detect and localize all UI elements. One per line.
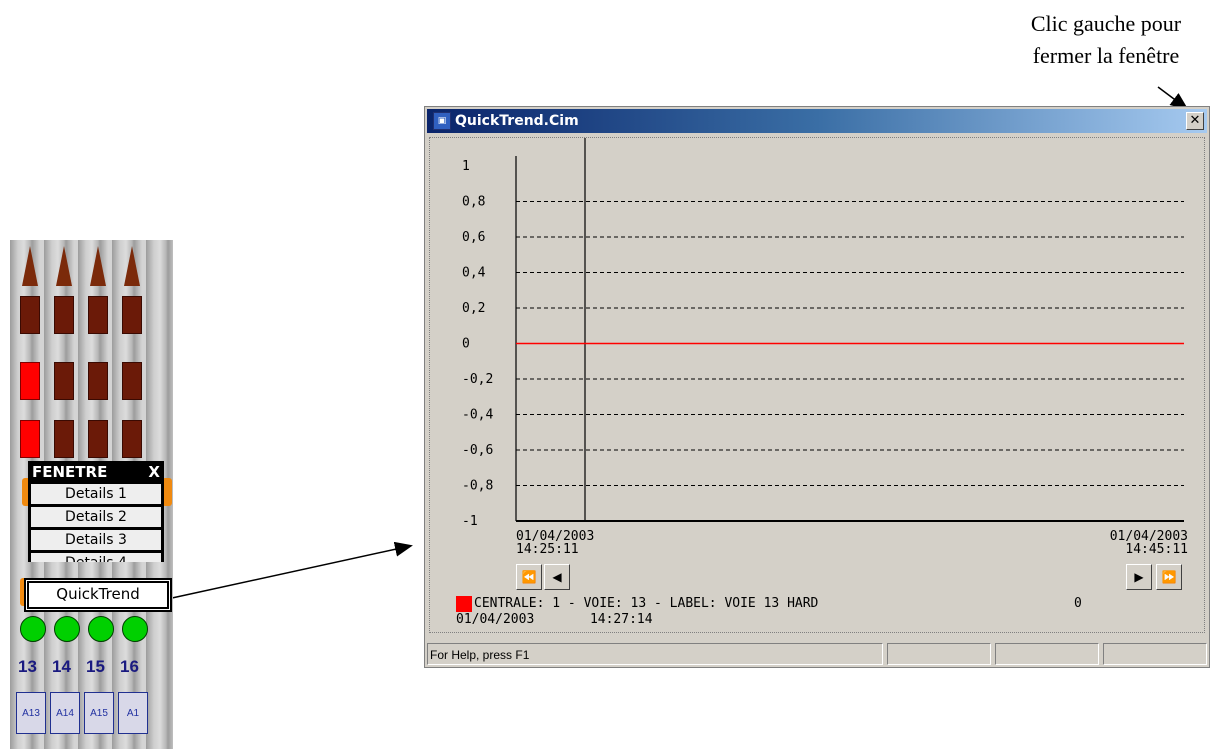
y-tick-label: 0 [462, 337, 470, 352]
level-block [20, 296, 40, 334]
rewind-prev-button[interactable]: ◀ [544, 564, 570, 590]
x-start-time: 14:25:11 [516, 542, 579, 557]
window-title: QuickTrend.Cim [455, 113, 579, 129]
y-tick-label: -0,6 [462, 443, 493, 458]
channel-strip: 13 A13 14 A14 15 A15 16 A1 FENETRE X [10, 240, 173, 749]
level-block [54, 420, 74, 458]
channel-column: 16 A1 [118, 240, 148, 749]
forward-next-button[interactable]: ▶ [1126, 564, 1152, 590]
status-led [20, 616, 46, 642]
app-icon: ▣ [433, 112, 451, 130]
channel-number: 15 [86, 657, 105, 676]
arrow-to-window [171, 541, 413, 599]
x-start-label: 01/04/2003 14:25:11 [516, 530, 594, 556]
y-tick-label: -0,2 [462, 372, 493, 387]
spike-icon [124, 246, 140, 286]
menu-item-quicktrend[interactable]: QuickTrend [26, 580, 170, 610]
spike-icon [22, 246, 38, 286]
level-block-active [20, 420, 40, 458]
menu-item-details-4[interactable]: Details 4 [30, 552, 162, 562]
channel-button[interactable]: A15 [84, 692, 114, 734]
channel-button[interactable]: A14 [50, 692, 80, 734]
arrow-to-close [1157, 86, 1189, 110]
status-led [88, 616, 114, 642]
status-led [54, 616, 80, 642]
status-help-text: For Help, press F1 [427, 643, 883, 665]
level-block-active [20, 362, 40, 400]
x-end-label: 01/04/2003 14:45:11 [1088, 530, 1188, 556]
trend-chart[interactable]: 1 0,8 0,6 0,4 0,2 0 -0,2 -0,4 -0,6 -0,8 -1 [430, 138, 1204, 632]
y-tick-label: 0,4 [462, 266, 486, 281]
close-button[interactable]: ✕ [1186, 112, 1204, 130]
channel-number: 13 [18, 657, 37, 676]
level-block [122, 362, 142, 400]
y-tick-label: 0,2 [462, 301, 485, 316]
channel-column: 13 A13 [16, 240, 46, 749]
menu-item-details-4-clip: Details 4 [28, 552, 164, 562]
orange-handle [20, 578, 30, 606]
x-end-date: 01/04/2003 [1109, 529, 1188, 544]
legend-label: CENTRALE: 1 - VOIE: 13 - LABEL: VOIE 13 … [474, 596, 819, 611]
menu-item-details-3[interactable]: Details 3 [30, 529, 162, 551]
y-tick-label: 0,6 [462, 230, 485, 245]
channel-button[interactable]: A1 [118, 692, 148, 734]
level-block [88, 420, 108, 458]
forward-last-button[interactable]: ⏩ [1156, 564, 1182, 590]
close-icon[interactable]: X [148, 463, 160, 481]
level-block [88, 296, 108, 334]
cursor-date: 01/04/2003 [456, 612, 535, 627]
y-tick-label: -1 [462, 514, 478, 529]
annotation-line-2: fermer la fenêtre [1032, 43, 1180, 68]
legend-color-swatch [456, 596, 472, 612]
annotation-line-1: Clic gauche pour [1030, 11, 1182, 36]
orange-handle [22, 478, 32, 506]
cursor-time: 14:27:14 [589, 612, 653, 627]
level-block [88, 362, 108, 400]
quicktrend-window: ▣ QuickTrend.Cim ✕ 1 0,8 0,6 0,4 0,2 0 -0,2 -0,… [424, 106, 1210, 668]
legend-value: 0 [1074, 596, 1082, 611]
channel-column: 15 A15 [84, 240, 114, 749]
level-block [54, 296, 74, 334]
orange-handle [162, 478, 172, 506]
spike-icon [90, 246, 106, 286]
level-block [54, 362, 74, 400]
cursor-timestamp: 01/04/2003 14:27:14 [456, 612, 653, 627]
y-tick-label: 0,8 [462, 195, 485, 210]
status-pane [1103, 643, 1207, 665]
channel-button[interactable]: A13 [16, 692, 46, 734]
menu-item-details-2[interactable]: Details 2 [30, 506, 162, 528]
channel-number: 14 [52, 657, 71, 676]
status-led [122, 616, 148, 642]
y-tick-label: 1 [462, 159, 470, 174]
x-start-date: 01/04/2003 [516, 529, 595, 544]
channel-number: 16 [120, 657, 139, 676]
status-pane [995, 643, 1099, 665]
menu-item-details-1[interactable]: Details 1 [30, 483, 162, 505]
trend-plot-area: 1 0,8 0,6 0,4 0,2 0 -0,2 -0,4 -0,6 -0,8 -1 01/04/2… [429, 137, 1205, 633]
status-bar: For Help, press F1 [427, 643, 1207, 665]
context-menu-title: FENETRE [32, 463, 108, 481]
context-menu-header: FENETRE X [28, 461, 164, 483]
channel-column: 14 A14 [50, 240, 80, 749]
status-pane [887, 643, 991, 665]
context-menu: FENETRE X Details 1 Details 2 Details 3 … [28, 461, 164, 562]
annotation-text: Clic gauche pour fermer la fenêtre [1006, 8, 1206, 72]
rewind-first-button[interactable]: ⏪ [516, 564, 542, 590]
spike-icon [56, 246, 72, 286]
y-tick-label: -0,4 [462, 408, 493, 423]
y-tick-label: -0,8 [462, 479, 493, 494]
title-bar[interactable]: ▣ QuickTrend.Cim ✕ [427, 109, 1207, 133]
level-block [122, 420, 142, 458]
x-end-time: 14:45:11 [1125, 542, 1188, 557]
level-block [122, 296, 142, 334]
